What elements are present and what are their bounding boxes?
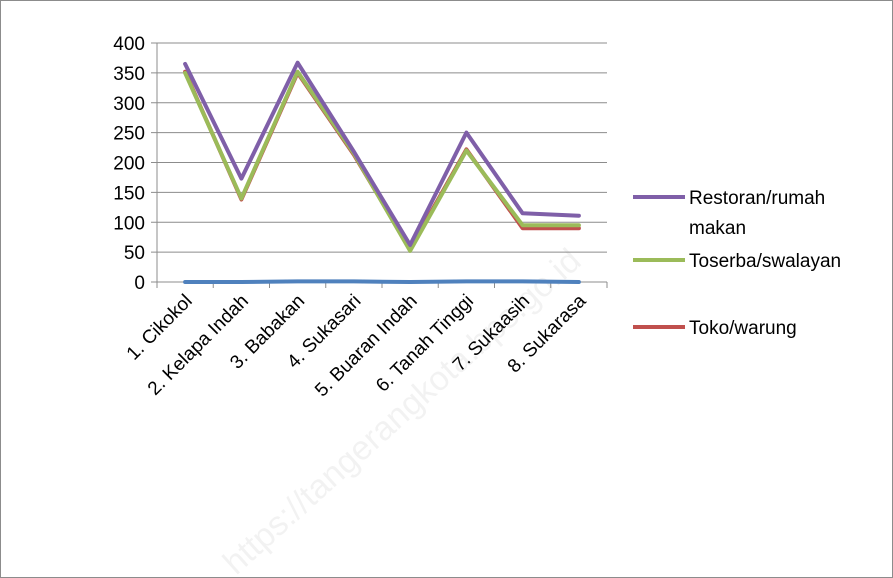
series-line-1 bbox=[183, 60, 581, 247]
y-tick-label: 350 bbox=[113, 64, 145, 85]
y-tick-label: 400 bbox=[113, 34, 145, 55]
legend-label: makan bbox=[689, 218, 746, 239]
y-axis-ticks: 0 50 100 150 200 250 300 350 400 bbox=[113, 34, 157, 294]
legend-label: Restoran/rumah bbox=[689, 188, 825, 209]
y-tick-label: 300 bbox=[113, 94, 145, 115]
y-tick-label: 50 bbox=[124, 243, 145, 264]
series-line-2 bbox=[183, 69, 581, 253]
series-lines bbox=[183, 60, 581, 284]
watermark-text: https://tangerangkota.bps.go.id bbox=[216, 241, 588, 577]
y-tick-label: 100 bbox=[113, 213, 145, 234]
y-tick-label: 150 bbox=[113, 183, 145, 204]
legend: Restoran/rumah makan Toserba/swalayan Toko/… bbox=[633, 188, 841, 339]
y-tick-label: 0 bbox=[134, 273, 145, 294]
y-tick-label: 250 bbox=[113, 124, 145, 145]
legend-label: Toko/warung bbox=[689, 318, 797, 339]
series-line-4 bbox=[183, 279, 581, 284]
x-tick-label: 2. Kelapa Indah bbox=[144, 291, 253, 400]
legend-label: Toserba/swalayan bbox=[689, 251, 841, 272]
y-tick-label: 200 bbox=[113, 154, 145, 175]
